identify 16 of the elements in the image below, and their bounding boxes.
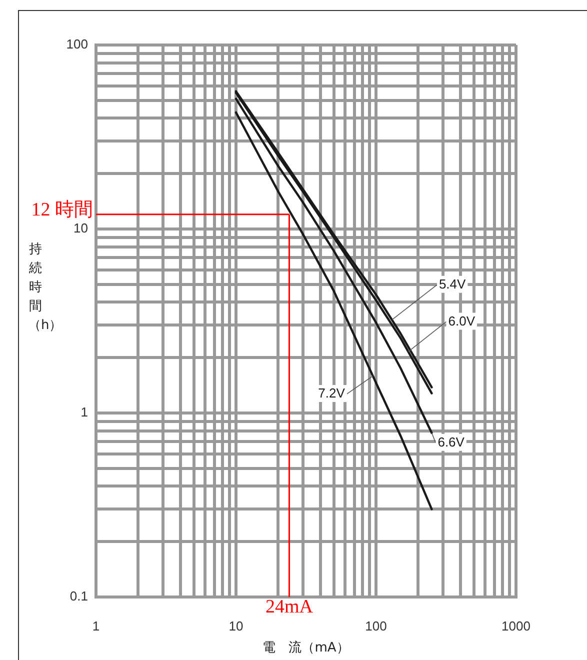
- series-label: 6.6V: [438, 434, 465, 450]
- text: 6.0V: [448, 313, 476, 328]
- y-tick-label: 10: [74, 220, 88, 236]
- y-tick-label: 1: [80, 404, 88, 420]
- text: 7.2V: [318, 386, 346, 401]
- y-axis-title: 持続時間（h）: [28, 241, 62, 335]
- y-tick-label: 0.1: [70, 588, 88, 604]
- y-tick-label: 100: [66, 36, 88, 52]
- ref-line-label: 24mA: [265, 596, 314, 618]
- x-tick-label: 10: [228, 618, 244, 634]
- x-tick-label: 1000: [502, 618, 530, 634]
- x-tick-label: 100: [365, 618, 387, 634]
- ref-line-label: 12 時間: [31, 199, 93, 220]
- text: 5.4V: [438, 276, 466, 292]
- x-axis-title: 電 流（mA）: [262, 640, 350, 656]
- x-tick-label: 1: [92, 618, 100, 634]
